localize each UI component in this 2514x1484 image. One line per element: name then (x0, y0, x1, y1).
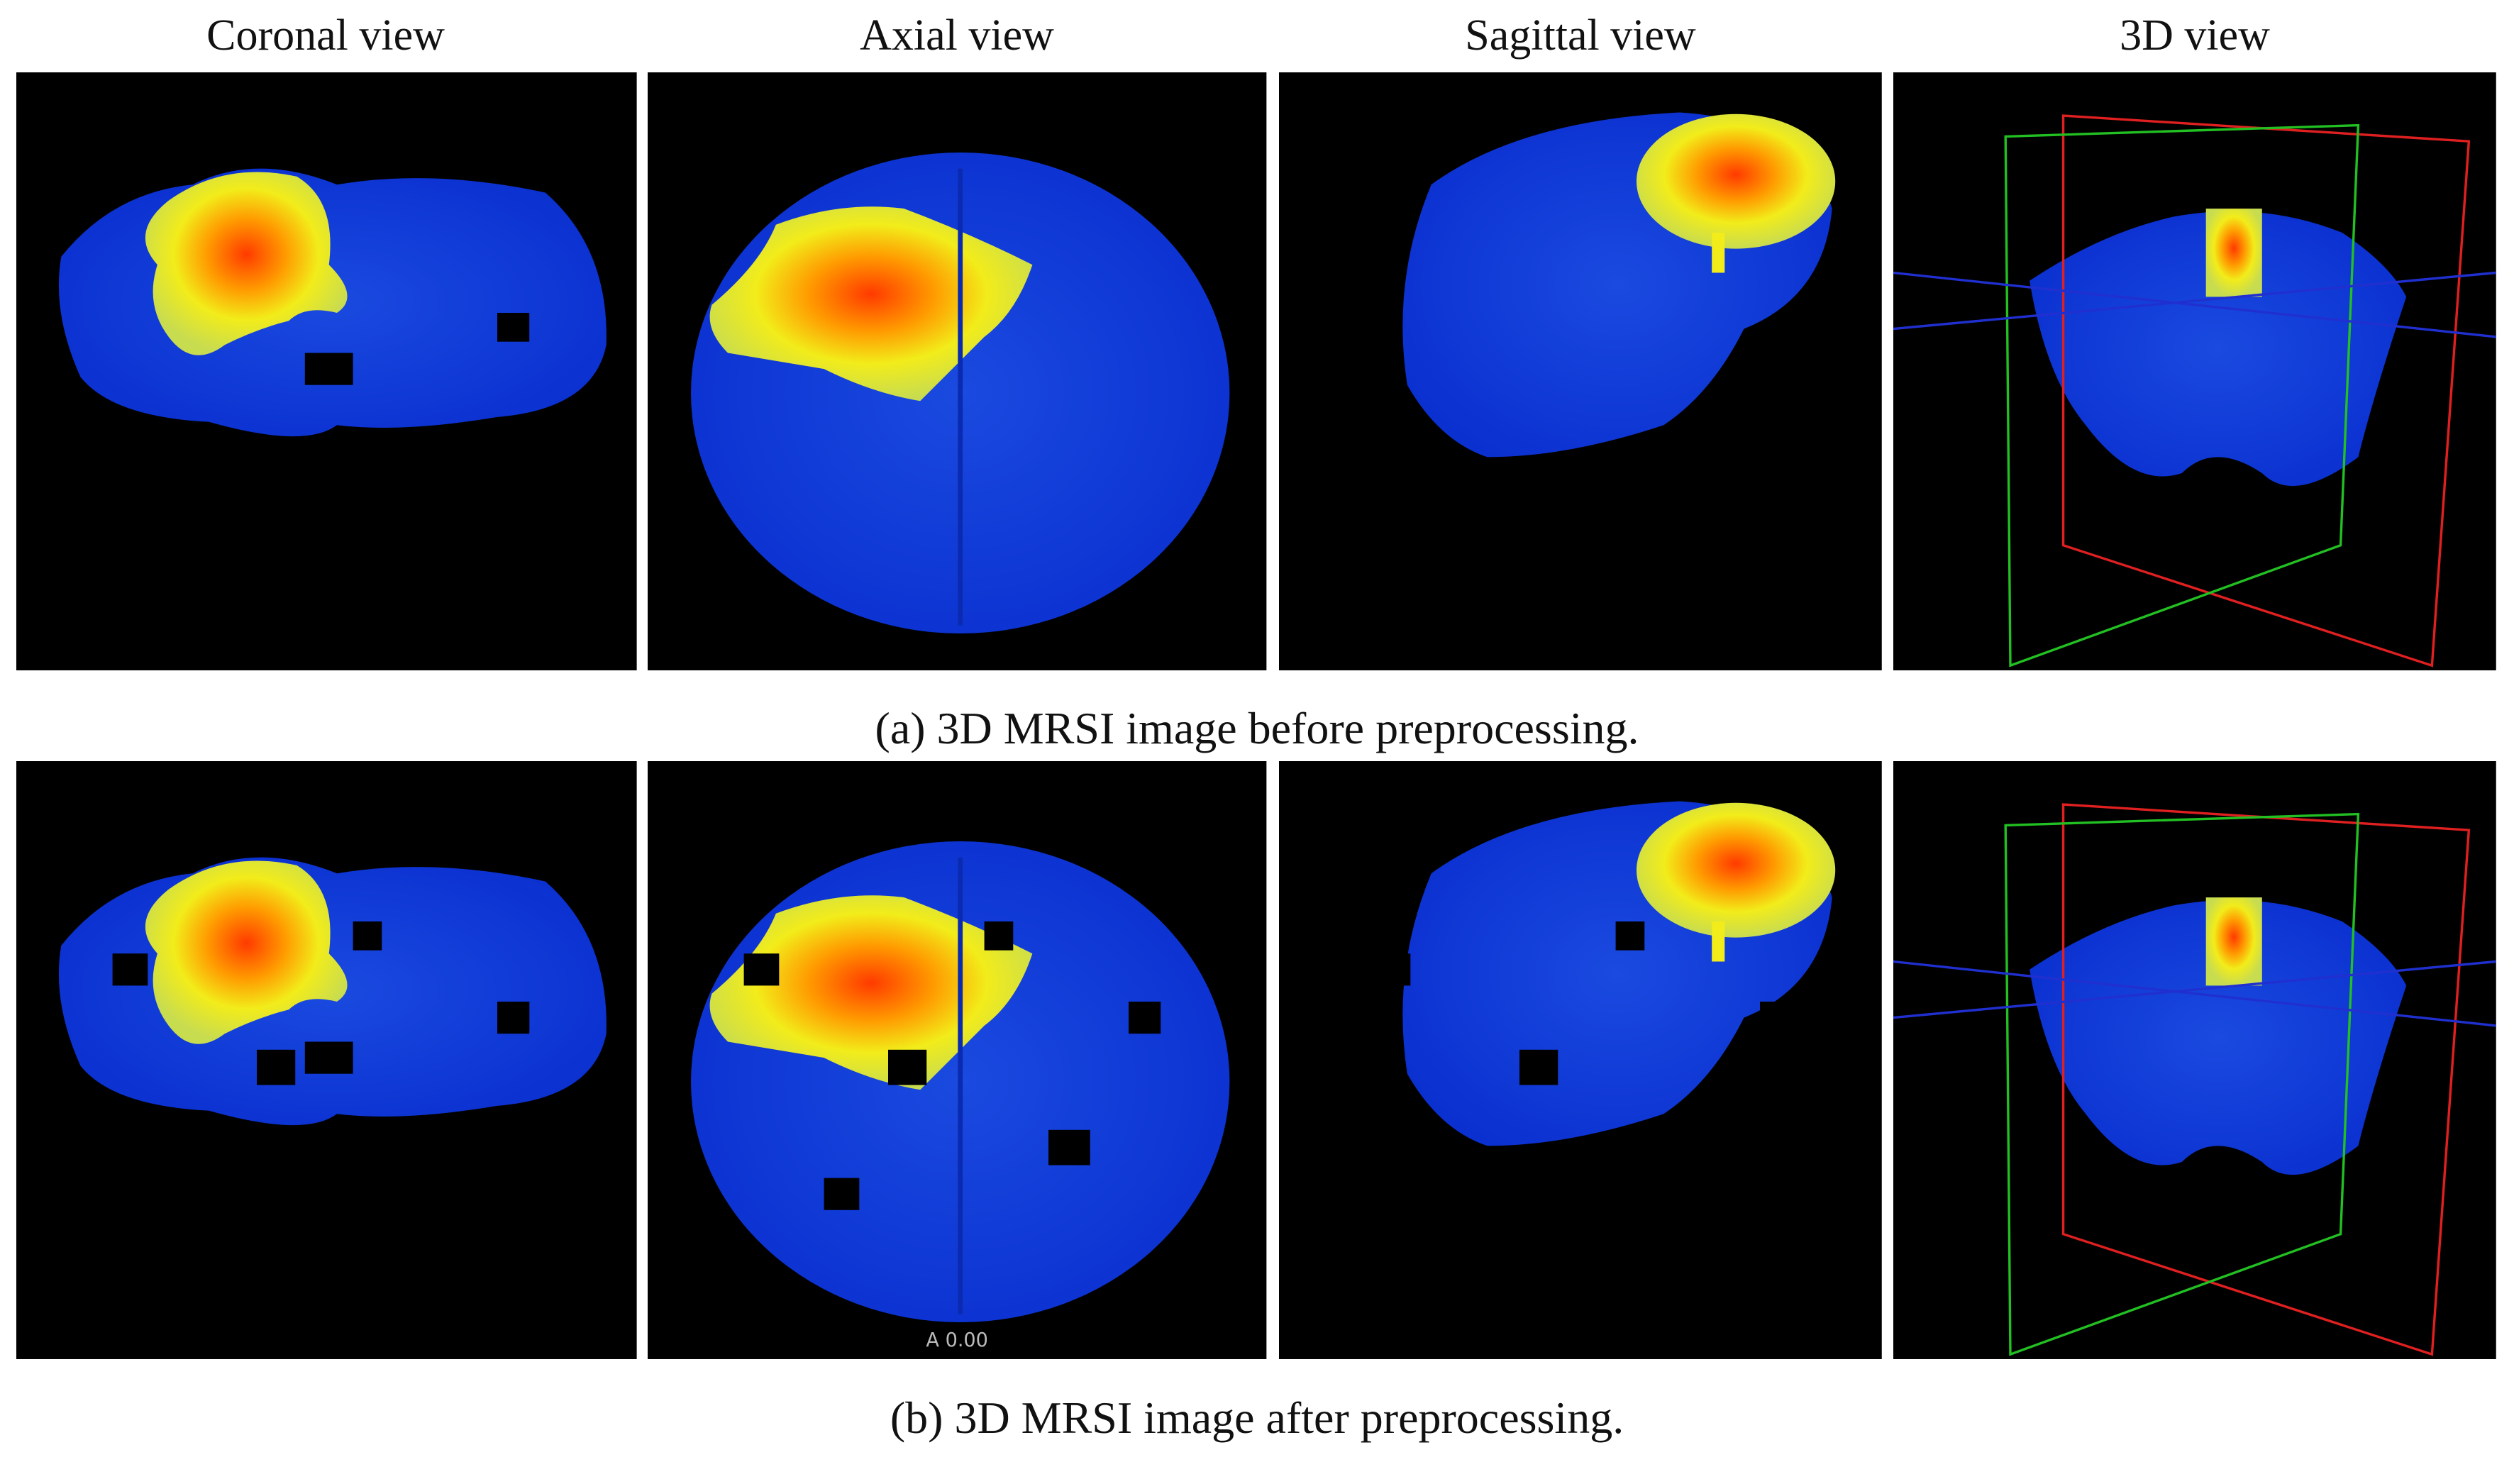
column-header: Coronal view (206, 11, 445, 60)
column-header: Sagittal view (1465, 11, 1696, 60)
column-header: Axial view (860, 11, 1054, 60)
row-after: A 0.00 (16, 760, 2498, 1361)
column-header: 3D view (2120, 11, 2270, 60)
sagittal-panel (1279, 72, 1882, 670)
coronal-panel (16, 72, 637, 670)
3d-panel (1892, 760, 2498, 1361)
row-before (16, 71, 2498, 672)
caption: (b) 3D MRSI image after preprocessing. (890, 1392, 1624, 1443)
sagittal-panel (1279, 761, 1882, 1359)
coronal-panel (16, 761, 637, 1359)
3d-panel (1892, 71, 2498, 672)
axial-panel: A 0.00 (648, 761, 1266, 1359)
caption: (a) 3D MRSI image before preprocessing. (875, 703, 1639, 753)
axial-panel (648, 72, 1266, 670)
annotation: A 0.00 (926, 1329, 988, 1351)
